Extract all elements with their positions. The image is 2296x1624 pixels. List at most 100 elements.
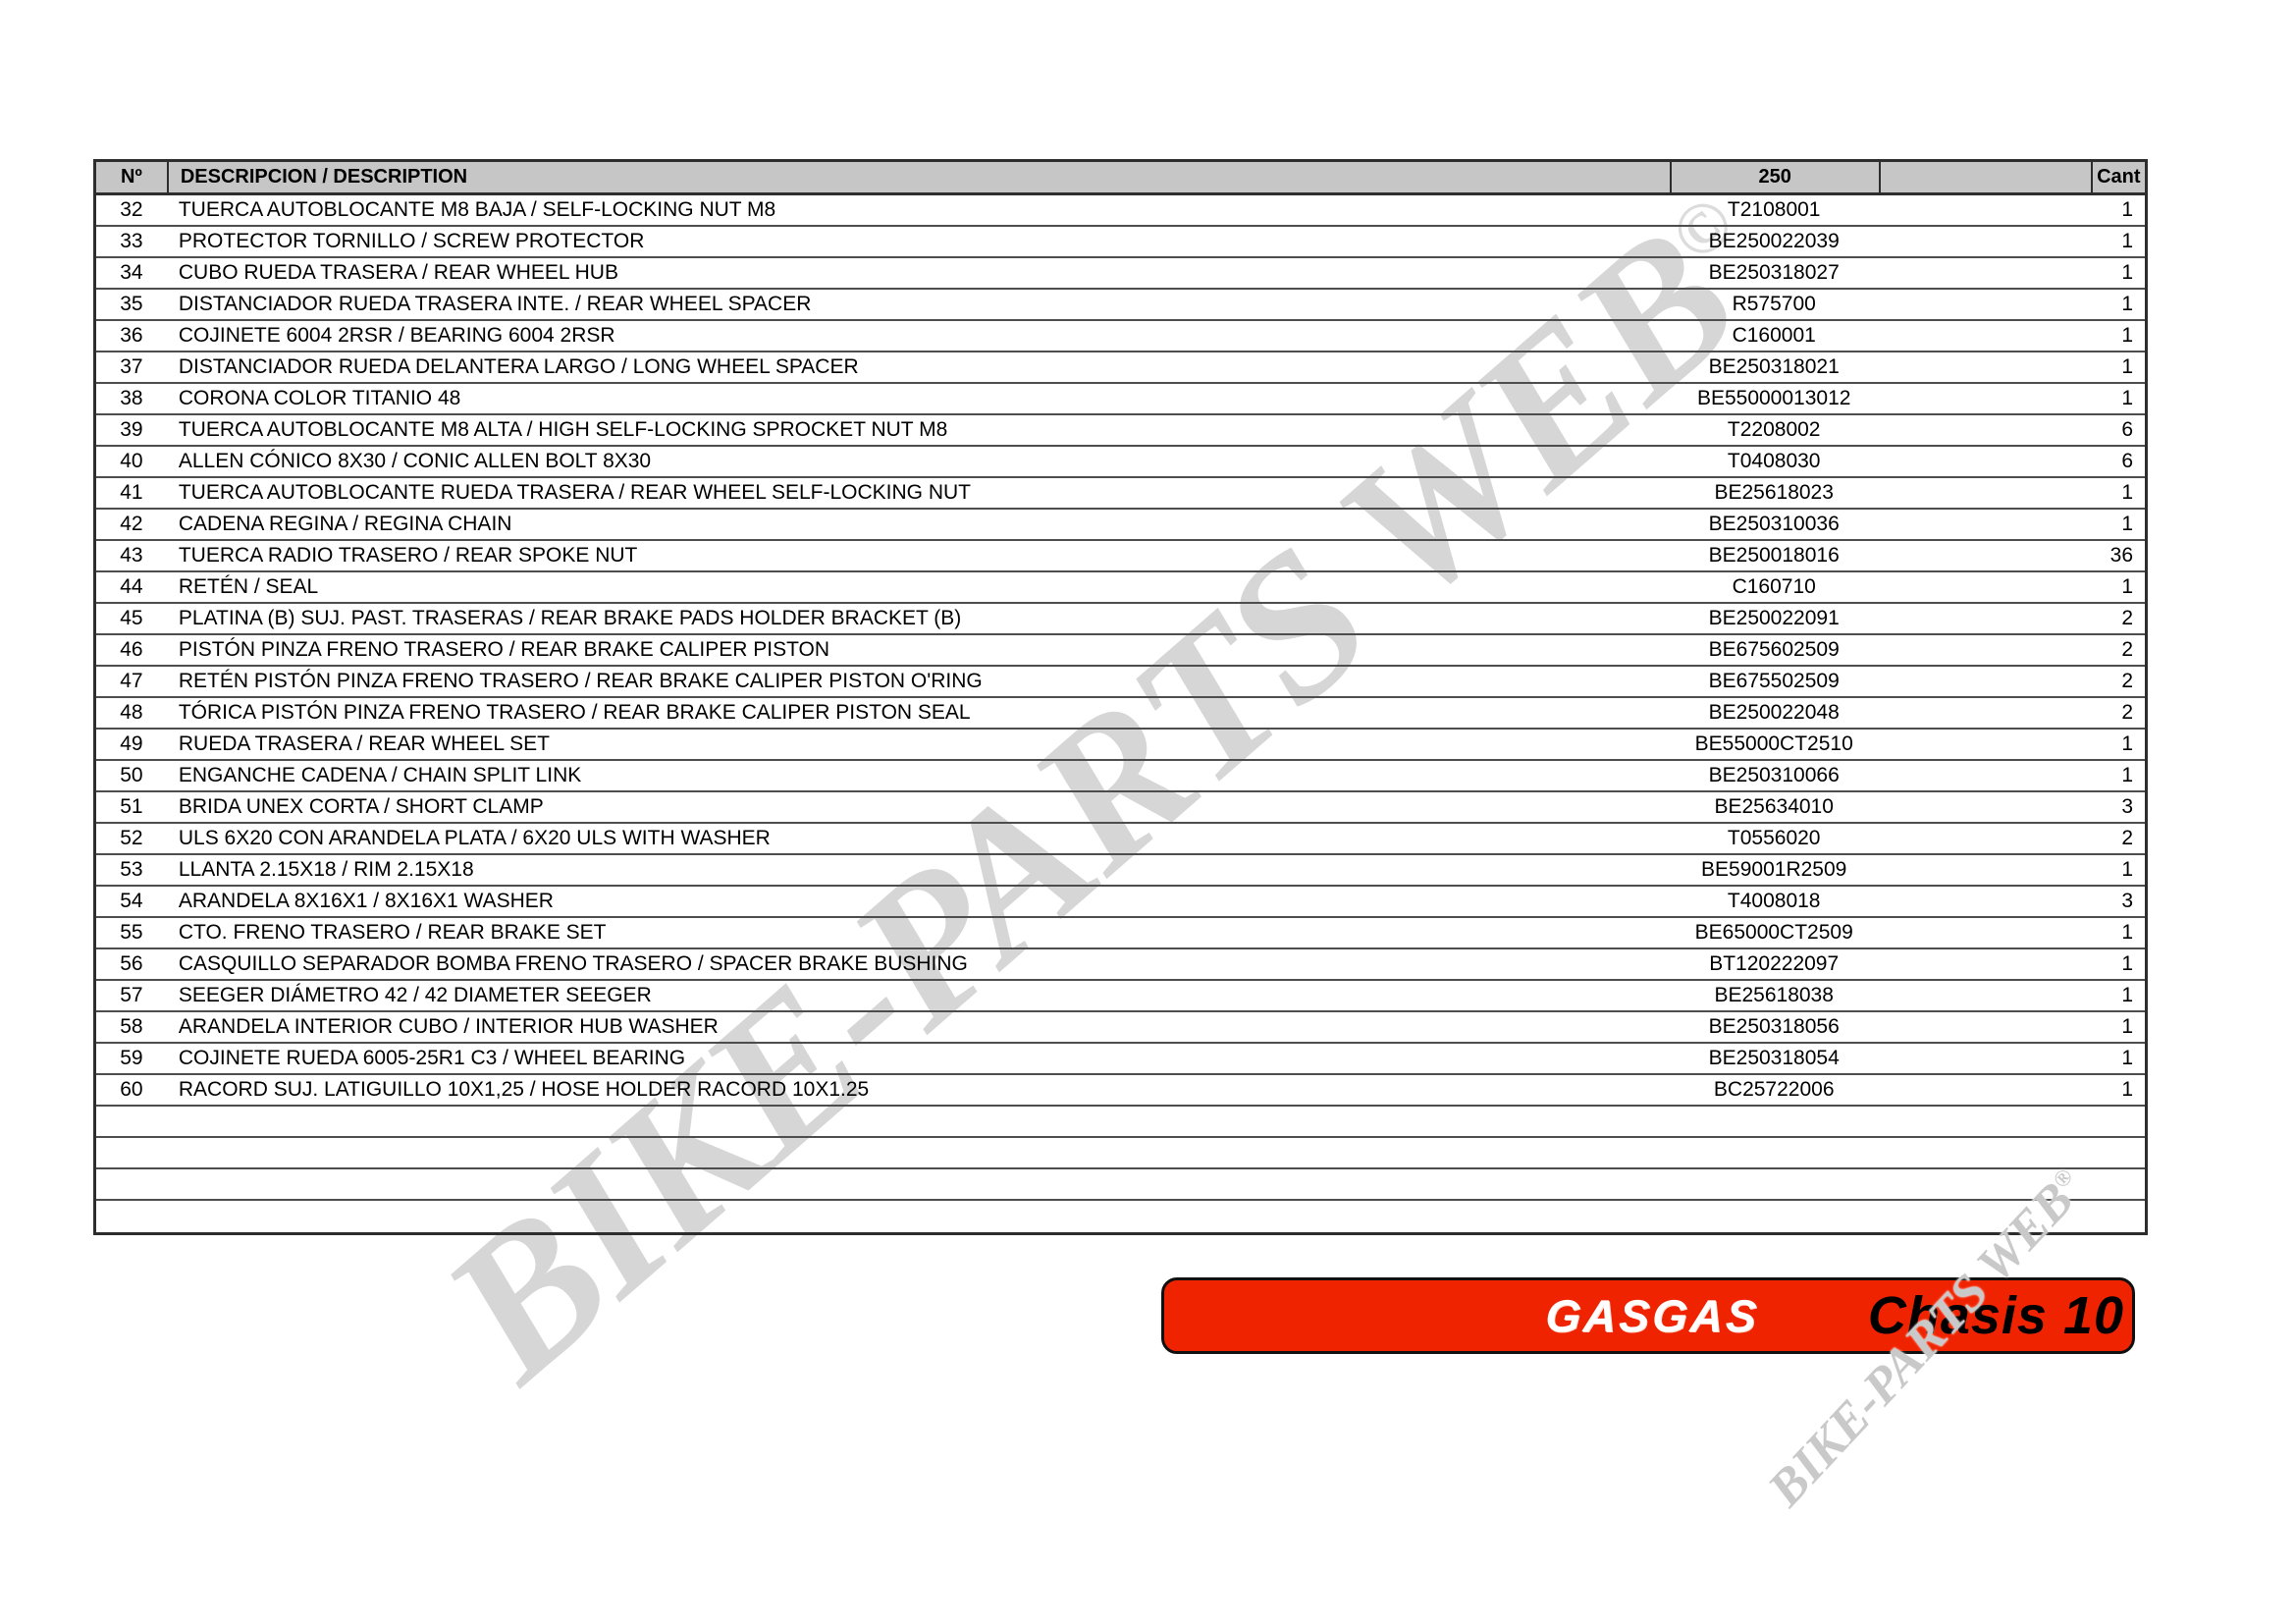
row-part-number: BE250022048: [1708, 701, 1840, 724]
header-num: Nº: [121, 166, 142, 188]
row-extra: [1879, 384, 2092, 413]
row-description: PLATINA (B) SUJ. PAST. TRASERAS / REAR B…: [178, 607, 962, 629]
row-qty: 1: [2121, 230, 2133, 252]
table-row: 48 TÓRICA PISTÓN PINZA FRENO TRASERO / R…: [96, 698, 2145, 730]
row-part-number: BE250318056: [1708, 1015, 1840, 1038]
table-header-row: Nº DESCRIPCION / DESCRIPTION 250 Cant: [96, 162, 2145, 195]
table-row: 45 PLATINA (B) SUJ. PAST. TRASERAS / REA…: [96, 604, 2145, 635]
table-row: 32 TUERCA AUTOBLOCANTE M8 BAJA / SELF-LO…: [96, 195, 2145, 227]
row-part-number: BE65000CT2509: [1694, 921, 1853, 944]
table-row: 39 TUERCA AUTOBLOCANTE M8 ALTA / HIGH SE…: [96, 415, 2145, 447]
row-num: 57: [120, 984, 143, 1006]
table-row: 53 LLANTA 2.15X18 / RIM 2.15X18 BE59001R…: [96, 855, 2145, 887]
row-part-number: BE250022091: [1708, 607, 1840, 629]
row-extra: [1879, 949, 2092, 979]
row-description: PISTÓN PINZA FRENO TRASERO / REAR BRAKE …: [178, 638, 830, 661]
row-description: ALLEN CÓNICO 8X30 / CONIC ALLEN BOLT 8X3…: [178, 450, 652, 472]
row-description: TUERCA AUTOBLOCANTE M8 ALTA / HIGH SELF-…: [178, 418, 948, 441]
row-extra: [1879, 258, 2092, 288]
table-row: 40 ALLEN CÓNICO 8X30 / CONIC ALLEN BOLT …: [96, 447, 2145, 478]
row-num: 51: [120, 795, 143, 818]
row-qty: 1: [2121, 355, 2133, 378]
row-qty: 2: [2121, 670, 2133, 692]
row-description: COJINETE 6004 2RSR / BEARING 6004 2RSR: [178, 324, 615, 347]
row-num: 39: [120, 418, 143, 441]
empty-row: [96, 1169, 2145, 1201]
table-row: 50 ENGANCHE CADENA / CHAIN SPLIT LINK BE…: [96, 761, 2145, 792]
row-extra: [1879, 447, 2092, 476]
row-qty: 1: [2121, 513, 2133, 535]
row-qty: 1: [2121, 1015, 2133, 1038]
row-part-number: BT120222097: [1709, 952, 1840, 975]
row-qty: 36: [2109, 544, 2133, 567]
row-description: ARANDELA INTERIOR CUBO / INTERIOR HUB WA…: [178, 1015, 719, 1038]
row-part-number: BE25618038: [1714, 984, 1834, 1006]
row-part-number: T0556020: [1727, 827, 1821, 849]
row-num: 38: [120, 387, 143, 409]
row-part-number: BE675602509: [1708, 638, 1840, 661]
row-extra: [1879, 290, 2092, 319]
row-extra: [1879, 667, 2092, 696]
row-extra: [1879, 792, 2092, 822]
table-row: 57 SEEGER DIÁMETRO 42 / 42 DIAMETER SEEG…: [96, 981, 2145, 1012]
row-extra: [1879, 352, 2092, 382]
row-num: 52: [120, 827, 143, 849]
row-num: 49: [120, 732, 143, 755]
table-row: 44 RETÉN / SEAL C160710 1: [96, 572, 2145, 604]
row-part-number: R575700: [1732, 293, 1816, 315]
row-extra: [1879, 541, 2092, 570]
table-row: 35 DISTANCIADOR RUEDA TRASERA INTE. / RE…: [96, 290, 2145, 321]
row-part-number: BC25722006: [1713, 1078, 1835, 1101]
row-extra: [1879, 981, 2092, 1010]
table-row: 37 DISTANCIADOR RUEDA DELANTERA LARGO / …: [96, 352, 2145, 384]
table-row: 49 RUEDA TRASERA / REAR WHEEL SET BE5500…: [96, 730, 2145, 761]
row-qty: 1: [2121, 575, 2133, 598]
empty-row: [96, 1201, 2145, 1232]
row-num: 42: [120, 513, 143, 535]
header-qty: Cant: [2091, 162, 2145, 192]
row-part-number: T0408030: [1727, 450, 1821, 472]
row-num: 53: [120, 858, 143, 881]
row-num: 55: [120, 921, 143, 944]
row-qty: 1: [2121, 481, 2133, 504]
row-qty: 1: [2121, 261, 2133, 284]
row-num: 54: [120, 890, 143, 912]
row-qty: 1: [2121, 1078, 2133, 1101]
row-qty: 1: [2121, 984, 2133, 1006]
row-extra: [1879, 572, 2092, 602]
row-num: 47: [120, 670, 143, 692]
table-row: 42 CADENA REGINA / REGINA CHAIN BE250310…: [96, 510, 2145, 541]
table-row: 58 ARANDELA INTERIOR CUBO / INTERIOR HUB…: [96, 1012, 2145, 1044]
row-qty: 1: [2121, 921, 2133, 944]
row-num: 46: [120, 638, 143, 661]
row-description: RETÉN PISTÓN PINZA FRENO TRASERO / REAR …: [178, 670, 983, 692]
row-extra: [1879, 321, 2092, 351]
row-extra: [1879, 1044, 2092, 1073]
table-row: 55 CTO. FRENO TRASERO / REAR BRAKE SET B…: [96, 918, 2145, 949]
parts-table: Nº DESCRIPCION / DESCRIPTION 250 Cant 32…: [93, 159, 2148, 1235]
row-description: TÓRICA PISTÓN PINZA FRENO TRASERO / REAR…: [178, 701, 971, 724]
row-extra: [1879, 635, 2092, 665]
row-num: 41: [120, 481, 143, 504]
row-extra: [1879, 227, 2092, 256]
row-part-number: C160710: [1732, 575, 1816, 598]
header-part-250: 250: [1669, 162, 1879, 192]
row-qty: 1: [2121, 387, 2133, 409]
row-description: RACORD SUJ. LATIGUILLO 10X1,25 / HOSE HO…: [178, 1078, 870, 1101]
row-extra: [1879, 761, 2092, 790]
row-qty: 2: [2121, 827, 2133, 849]
row-qty: 1: [2121, 732, 2133, 755]
row-description: ENGANCHE CADENA / CHAIN SPLIT LINK: [178, 764, 582, 786]
row-part-number: BE55000013012: [1696, 387, 1851, 409]
row-part-number: T2208002: [1727, 418, 1821, 441]
row-qty: 3: [2121, 795, 2133, 818]
table-row: 56 CASQUILLO SEPARADOR BOMBA FRENO TRASE…: [96, 949, 2145, 981]
row-part-number: BE55000CT2510: [1694, 732, 1853, 755]
row-description: CASQUILLO SEPARADOR BOMBA FRENO TRASERO …: [178, 952, 968, 975]
row-description: CORONA COLOR TITANIO 48: [178, 387, 461, 409]
row-num: 50: [120, 764, 143, 786]
table-row: 47 RETÉN PISTÓN PINZA FRENO TRASERO / RE…: [96, 667, 2145, 698]
row-description: CTO. FRENO TRASERO / REAR BRAKE SET: [178, 921, 607, 944]
row-qty: 3: [2121, 890, 2133, 912]
row-extra: [1879, 824, 2092, 853]
